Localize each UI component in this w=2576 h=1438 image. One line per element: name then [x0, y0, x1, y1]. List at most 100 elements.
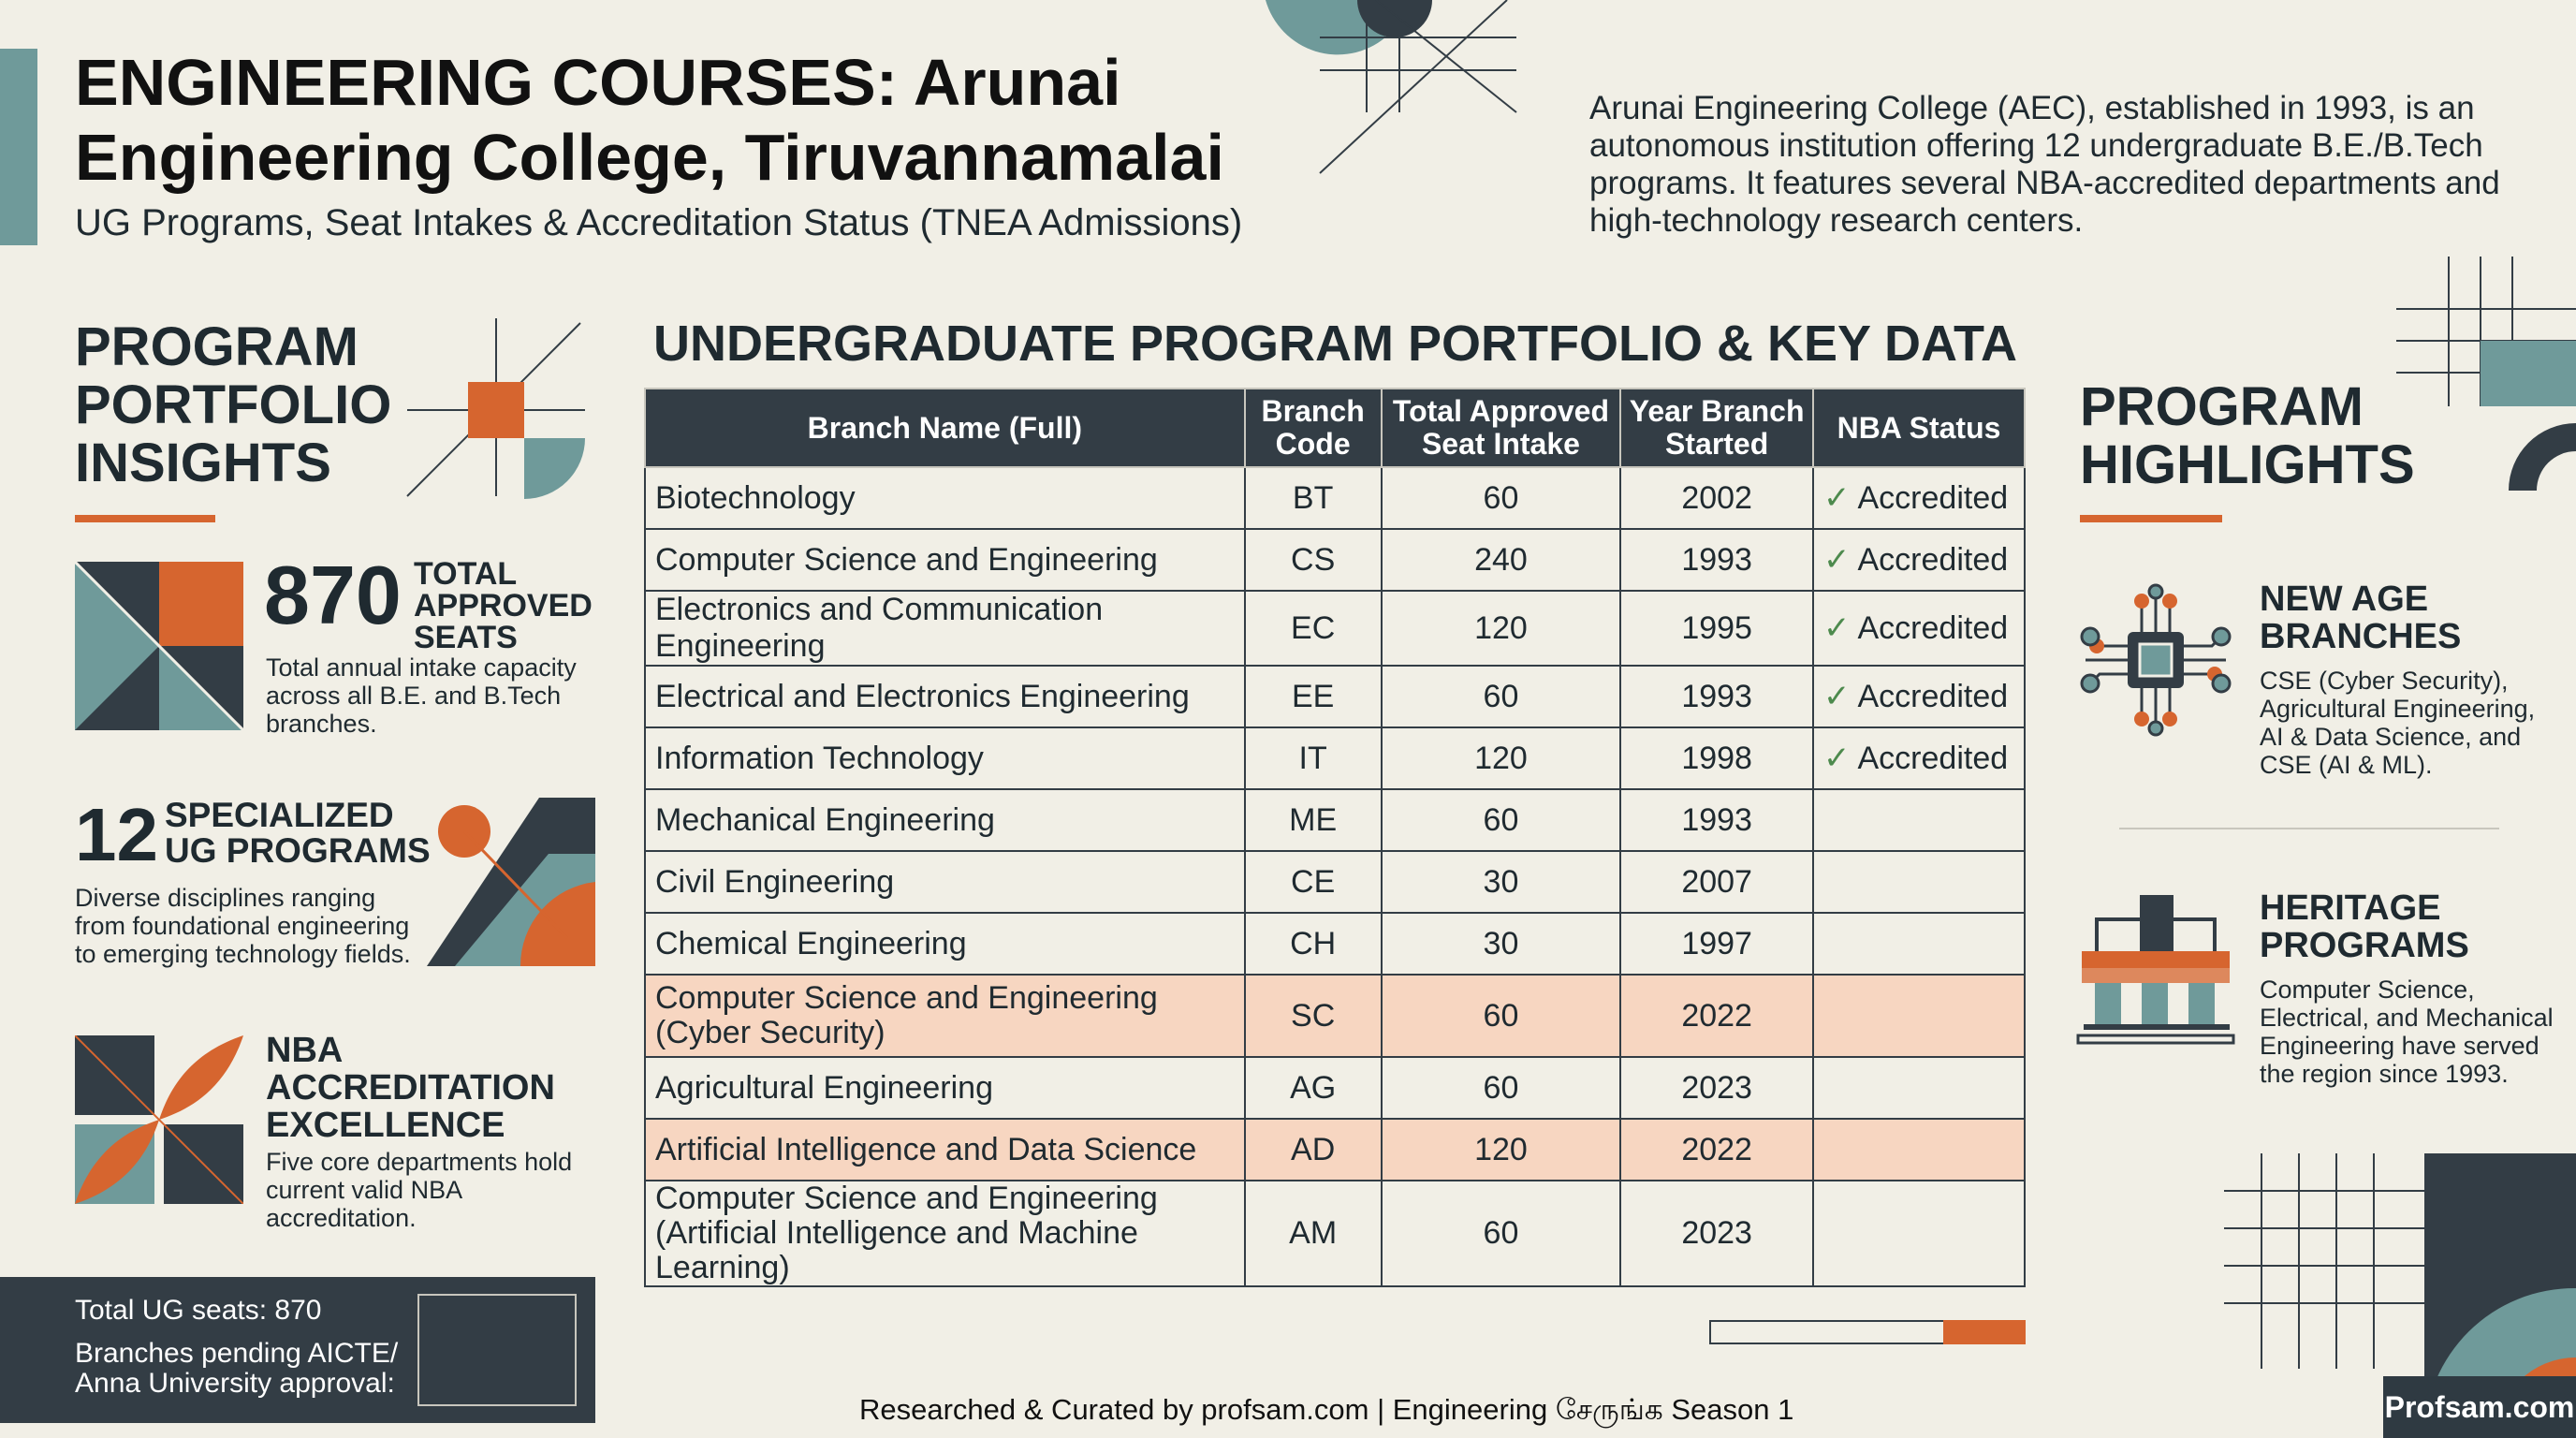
branch-code: EC — [1243, 590, 1383, 667]
heading-line: INSIGHTS — [75, 433, 331, 493]
branch-name-cell: Biotechnology — [644, 466, 1246, 530]
branch-name-cell: Electrical and Electronics Engineering — [644, 665, 1246, 728]
table-row: Chemical Engineering CH 30 1997 — [644, 912, 2026, 976]
column-header: NBA StatusNBA Status — [1812, 388, 2026, 468]
table-row: Information Technology IT 120 1998 ✓ Accredit… — [644, 726, 2026, 790]
program-highlights-heading: PROGRAM HIGHLIGHTS — [2080, 378, 2415, 494]
year-started: 1997 — [1619, 912, 1814, 976]
label-line: SPECIALIZED — [165, 796, 394, 834]
column-header-line: Started — [1665, 427, 1769, 461]
check-icon: ✓ — [1823, 679, 1851, 714]
divider — [2119, 828, 2499, 829]
check-icon: ✓ — [1823, 542, 1851, 578]
nba-status: ✓ Accredited — [1812, 528, 2026, 592]
heritage-title: HERITAGE PROGRAMS — [2260, 889, 2469, 964]
nba-status-text: Accredited — [1857, 679, 2009, 714]
label-line: APPROVED — [414, 588, 593, 624]
column-header-line: Branch — [1261, 394, 1365, 428]
branch-name: Biotechnology — [655, 479, 856, 516]
seat-intake: 60 — [1380, 466, 1622, 530]
label-line: TOTAL — [414, 556, 518, 592]
seat-intake: 60 — [1380, 1056, 1622, 1120]
seat-intake: 60 — [1380, 788, 1622, 852]
branch-name-suffix: (Artificial Intelligence and Machine Lea… — [655, 1215, 1138, 1285]
table-body: Biotechnology BT 60 2002 ✓ Accredited Computer… — [644, 466, 2026, 1287]
divider — [2080, 515, 2222, 522]
seat-intake: 240 — [1380, 528, 1622, 592]
branch-code: IT — [1243, 726, 1383, 790]
new-age-title: NEW AGE BRANCHES — [2260, 580, 2461, 655]
divider — [75, 515, 215, 522]
check-icon: ✓ — [1823, 610, 1851, 646]
profsam-logo[interactable]: Profsam.com — [2383, 1376, 2576, 1438]
branch-name-cell: Artificial Intelligence and Data Science — [644, 1118, 1246, 1181]
branch-name-cell: Chemical Engineering — [644, 912, 1246, 976]
total-seats-number: 870 — [264, 549, 402, 641]
branch-code: AD — [1243, 1118, 1383, 1181]
nba-desc: Five core departments hold current valid… — [266, 1148, 573, 1232]
table-row: Biotechnology BT 60 2002 ✓ Accredited — [644, 466, 2026, 530]
heading-line: HIGHLIGHTS — [2080, 434, 2415, 495]
table-row: Electronics and Communication Engineerin… — [644, 590, 2026, 667]
year-started: 2023 — [1619, 1056, 1814, 1120]
title-line: PROGRAMS — [2260, 926, 2469, 965]
title-line: NEW AGE — [2260, 580, 2429, 619]
portfolio-insights-heading: PROGRAM PORTFOLIO INSIGHTS — [75, 318, 391, 492]
branch-code: AG — [1243, 1056, 1383, 1120]
table-heading: UNDERGRADUATE PROGRAM PORTFOLIO & KEY DA… — [653, 315, 2017, 372]
nba-status-text: Accredited — [1857, 480, 2009, 516]
table-row: Computer Science and Engineering (Artific… — [644, 1180, 2026, 1287]
nba-status: ✓ Accredited — [1812, 466, 2026, 530]
summary-line: Anna University approval: — [75, 1368, 395, 1399]
branch-name-cell: Computer Science and Engineering (Cyber S… — [644, 974, 1246, 1058]
column-header-line: Code — [1275, 427, 1351, 461]
branch-name: Computer Science and Engineering — [655, 1181, 1158, 1216]
year-started: 2002 — [1619, 466, 1814, 530]
label-line: ACCREDITATION — [266, 1068, 555, 1108]
nba-status — [1812, 912, 2026, 976]
nba-status — [1812, 1118, 2026, 1181]
nba-status — [1812, 788, 2026, 852]
heading-line: PROGRAM — [2080, 376, 2364, 437]
seat-intake: 60 — [1380, 1180, 1622, 1287]
diagonal-graphic — [427, 798, 595, 966]
seat-intake: 120 — [1380, 1118, 1622, 1181]
summary-line: Branches pending AICTE/ — [75, 1338, 399, 1369]
column-header-line: Year Branch — [1629, 394, 1805, 428]
nba-status — [1812, 1056, 2026, 1120]
branch-name: Electronics and Communication Engineerin… — [655, 592, 1104, 664]
program-table: Branch Name (Full)Branch Name (Full)Bran… — [644, 388, 2026, 1287]
year-started: 2007 — [1619, 850, 1814, 914]
triangle-graphic — [75, 562, 243, 730]
intro-text: Arunai Engineering College (AEC), establ… — [1589, 90, 2500, 239]
table-row: Electrical and Electronics Engineering EE… — [644, 665, 2026, 728]
column-header-line: Branch Name (Full) — [807, 410, 1083, 445]
summary-box: Total UG seats: 870 Branches pending AIC… — [0, 1277, 595, 1423]
branch-name-cell: Civil Engineering — [644, 850, 1246, 914]
label-line: UG PROGRAMS — [165, 831, 431, 870]
branch-name: Artificial Intelligence and Data Science — [655, 1131, 1197, 1167]
year-started: 2023 — [1619, 1180, 1814, 1287]
label-line: SEATS — [414, 620, 518, 655]
nba-status: ✓ Accredited — [1812, 590, 2026, 667]
year-started: 1995 — [1619, 590, 1814, 667]
year-started: 1993 — [1619, 665, 1814, 728]
branch-code: EE — [1243, 665, 1383, 728]
year-started: 1998 — [1619, 726, 1814, 790]
branch-name: Computer Science and Engineering — [655, 541, 1158, 578]
year-started: 2022 — [1619, 1118, 1814, 1181]
column-header-line: Total Approved — [1392, 394, 1609, 428]
branch-code: CS — [1243, 528, 1383, 592]
column-header: Total Approved Seat IntakeTotal Approved… — [1380, 388, 1622, 468]
progress-fill — [1943, 1320, 2026, 1344]
nba-status-text: Accredited — [1857, 542, 2009, 578]
title-line-2: Engineering College, Tiruvannamalai — [75, 121, 1224, 194]
branch-name-cell: Computer Science and Engineering (Artific… — [644, 1180, 1246, 1287]
branch-code: BT — [1243, 466, 1383, 530]
nba-status: ✓ Accredited — [1812, 665, 2026, 728]
branch-name: Agricultural Engineering — [655, 1069, 993, 1106]
label-line: EXCELLENCE — [266, 1106, 505, 1145]
seat-intake: 120 — [1380, 590, 1622, 667]
nba-status — [1812, 850, 2026, 914]
